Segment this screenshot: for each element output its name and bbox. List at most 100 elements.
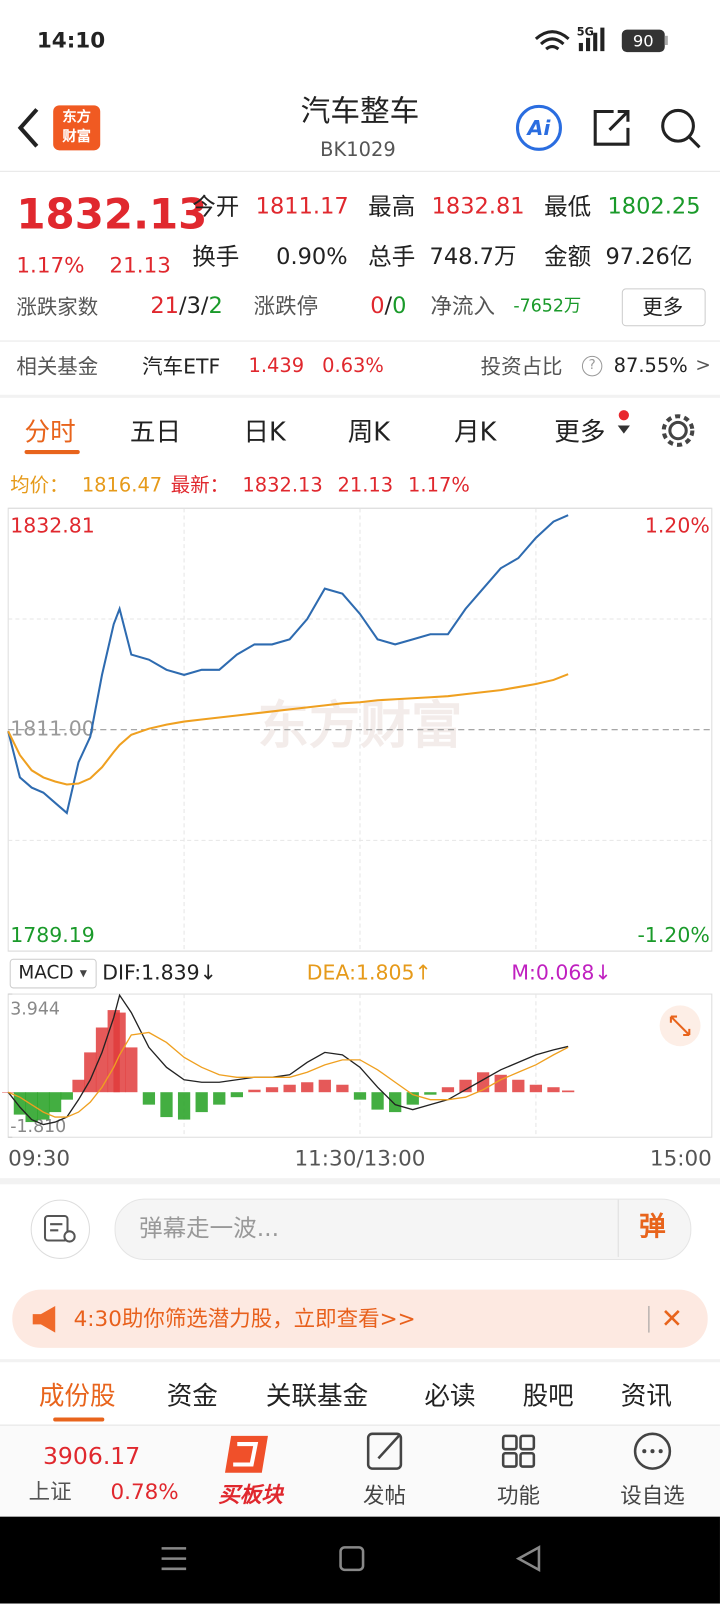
- tab-underline: [53, 1417, 105, 1422]
- search[interactable]: [661, 108, 695, 143]
- up: 0: [370, 293, 385, 320]
- histogram-bar: [213, 1092, 226, 1105]
- tab[interactable]: 必读: [424, 1381, 476, 1411]
- index-value[interactable]: 3906.17: [42, 1443, 141, 1471]
- field-label: 今开: [192, 193, 240, 221]
- histogram-bar: [301, 1082, 314, 1093]
- tab[interactable]: 日K: [243, 416, 286, 447]
- help[interactable]: ?: [581, 355, 603, 377]
- histogram-bar: [562, 1090, 575, 1093]
- fund-name[interactable]: 汽车ETF: [142, 353, 221, 379]
- tab[interactable]: 股吧: [522, 1381, 574, 1411]
- tab[interactable]: 资金: [166, 1381, 218, 1411]
- nav-item[interactable]: 买板块: [218, 1482, 283, 1507]
- network: 5G: [577, 26, 594, 39]
- banner[interactable]: [12, 1289, 708, 1348]
- tab[interactable]: 五日: [129, 416, 182, 447]
- danmaku[interactable]: 弹: [639, 1211, 666, 1243]
- tab[interactable]: 成份股: [38, 1381, 116, 1411]
- histogram-bar: [142, 1092, 156, 1105]
- nav-bar: [0, 1424, 720, 1518]
- avg-label: 均价：: [10, 474, 69, 497]
- placeholder: 弹幕走一波...: [139, 1215, 280, 1243]
- x-tick-label: 15:00: [650, 1147, 712, 1172]
- share[interactable]: [593, 109, 630, 146]
- histogram-bar: [72, 1079, 85, 1093]
- field-value: 97.26亿: [605, 244, 693, 270]
- histogram-bar: [512, 1079, 525, 1093]
- divider: [0, 170, 720, 172]
- ai-button[interactable]: [515, 104, 562, 151]
- more-button[interactable]: [621, 288, 706, 327]
- nav-item[interactable]: 发帖: [363, 1483, 407, 1508]
- histogram-bar: [283, 1084, 296, 1093]
- y2-tick-label: 1.20%: [645, 514, 710, 538]
- speaker: [32, 1305, 56, 1333]
- tab[interactable]: 更多: [554, 416, 606, 447]
- ratio-label: 投资占比: [480, 353, 563, 379]
- tab[interactable]: 资讯: [620, 1381, 672, 1411]
- histogram-bar: [547, 1087, 560, 1093]
- line: [7, 1031, 569, 1118]
- histogram-bar: [459, 1079, 472, 1093]
- histogram-bar: [248, 1089, 261, 1093]
- arrow: >: [695, 354, 711, 377]
- price: 1832.13: [16, 189, 208, 239]
- fund-pct: 0.63%: [322, 354, 384, 377]
- fund-label: 相关基金: [16, 353, 99, 379]
- histogram-bar: [371, 1092, 384, 1110]
- comment-input[interactable]: [114, 1198, 692, 1260]
- histogram-bar: [160, 1092, 173, 1118]
- close[interactable]: ✕: [660, 1303, 684, 1335]
- fund-price: 1.439: [248, 354, 305, 377]
- tab[interactable]: 月K: [454, 416, 497, 447]
- field-label: 换手: [192, 243, 240, 271]
- histogram-bar: [441, 1087, 455, 1093]
- settings[interactable]: [668, 420, 688, 441]
- code: BK1029: [320, 138, 396, 162]
- histogram-bar: [389, 1092, 402, 1113]
- field-label: 金额: [544, 243, 592, 271]
- up: 21: [150, 293, 179, 320]
- legend-entry: DIF:1.839↓: [102, 961, 216, 985]
- histogram-bar: [318, 1079, 331, 1093]
- divider: [0, 1359, 720, 1363]
- last-change: 21.13: [337, 474, 394, 497]
- logo-text: 东方: [62, 108, 91, 126]
- histogram-bar: [353, 1092, 367, 1100]
- header-icons: 东方 财富 Ai: [17, 104, 701, 151]
- nav-item[interactable]: 设自选: [620, 1483, 685, 1508]
- sep: /: [200, 293, 209, 320]
- legend-entry: DEA:1.805↑: [307, 961, 432, 985]
- separator: [648, 1305, 650, 1333]
- logo-text: 财富: [62, 127, 91, 145]
- nav-icons: [224, 1432, 672, 1473]
- last-label: 最新：: [170, 474, 230, 497]
- y-tick-label: 1789.19: [10, 923, 95, 947]
- divider: [0, 1178, 720, 1185]
- back[interactable]: [17, 108, 39, 148]
- tab[interactable]: 分时: [24, 416, 76, 447]
- histogram-bar: [177, 1092, 191, 1120]
- tab[interactable]: 关联基金: [265, 1381, 369, 1411]
- indicator-select[interactable]: [9, 958, 97, 989]
- histogram-bar: [37, 1092, 50, 1120]
- histogram-bar: [424, 1092, 437, 1095]
- avg: 1816.47: [81, 474, 163, 497]
- x-tick-label: 09:30: [8, 1147, 70, 1172]
- macd-frame: [7, 993, 713, 1138]
- index-pct: 0.78%: [110, 1479, 179, 1504]
- battery: 90: [633, 31, 654, 50]
- index-name: 上证: [28, 1479, 72, 1504]
- field-label: 最高: [368, 193, 416, 221]
- icon: [43, 1214, 76, 1243]
- logo: [53, 105, 101, 151]
- histogram-bar: [125, 1047, 138, 1093]
- banner-text: 4:30助你筛选潜力股，立即查看>>: [73, 1306, 416, 1332]
- tab[interactable]: 周K: [347, 416, 391, 447]
- comment-icon[interactable]: [30, 1199, 90, 1259]
- field-value: 0.90%: [276, 244, 348, 270]
- indicator: MACD: [18, 963, 73, 984]
- nav-item[interactable]: 功能: [497, 1483, 540, 1508]
